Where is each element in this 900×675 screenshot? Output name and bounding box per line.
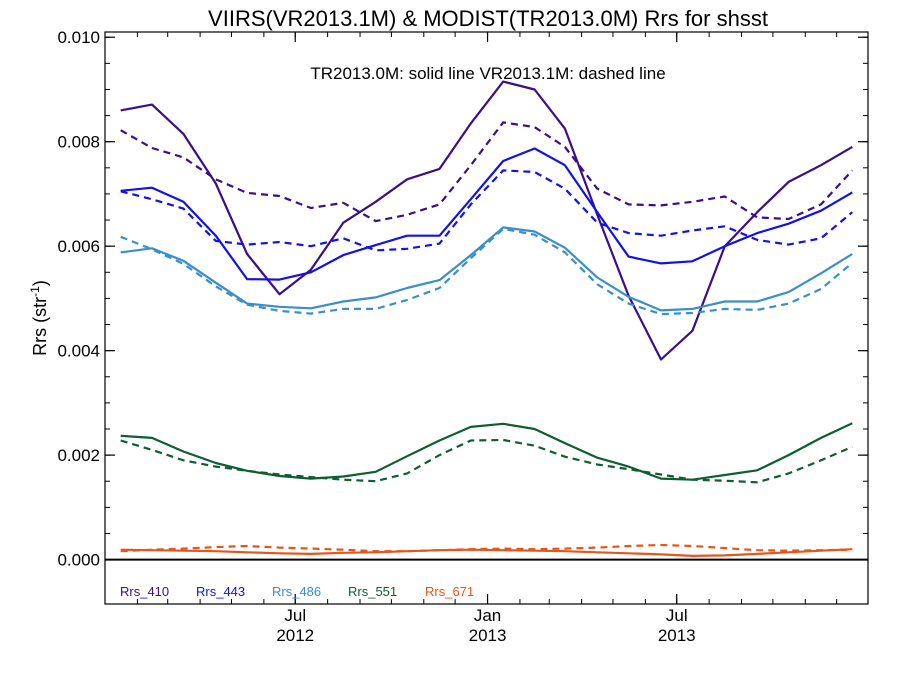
legend-item: Rrs_671 [425,584,474,599]
y-tick-label: 0.010 [57,28,100,47]
y-axis-label: Rrs (str-1) [28,280,50,356]
y-tick-label: 0.008 [57,133,100,152]
legend-item: Rrs_551 [348,584,397,599]
x-tick-label-month: Jan [474,606,501,625]
y-axis-label-superscript: -1 [28,286,42,297]
x-tick-label-year: 2013 [469,626,507,645]
legend-item: Rrs_443 [196,584,245,599]
series-line-rrs-443-dashed [120,169,854,252]
chart-title: VIIRS(VR2013.1M) & MODIST(TR2013.0M) Rrs… [208,6,768,31]
series-line-rrs-486-dashed [120,227,854,316]
series-line-rrs-551-dashed [120,438,853,484]
y-tick-label: 0.004 [57,342,100,361]
series-line-rrs-486-solid [120,226,853,312]
series-line-rrs-671-dashed [120,543,853,553]
legend-item: Rrs_410 [120,584,169,599]
series-line-rrs-410-dashed [120,121,854,223]
series-line-rrs-551-solid [120,422,853,481]
series-line-rrs-410-solid [120,80,853,361]
y-tick-label: 0.000 [57,551,100,570]
y-tick-label: 0.006 [57,237,100,256]
svg-text:Rrs (str-1): Rrs (str-1) [28,280,50,356]
plot-area: 0.0000.0020.0040.0060.0080.010Jul2012Jan… [57,28,868,645]
legend-item: Rrs_486 [272,584,321,599]
x-tick-label-year: 2013 [658,626,696,645]
plot-frame [104,31,869,605]
line-style-note: TR2013.0M: solid line VR2013.1M: dashed … [310,64,665,83]
series-line-rrs-443-solid [120,147,853,281]
series-line-rrs-671-solid [120,548,853,558]
y-axis-label-tail: ) [30,280,50,286]
x-tick-label-year: 2012 [276,626,314,645]
y-axis-label-main: Rrs (str [30,297,50,356]
x-tick-label-month: Jul [284,606,306,625]
x-tick-label-month: Jul [666,606,688,625]
y-tick-label: 0.002 [57,446,100,465]
